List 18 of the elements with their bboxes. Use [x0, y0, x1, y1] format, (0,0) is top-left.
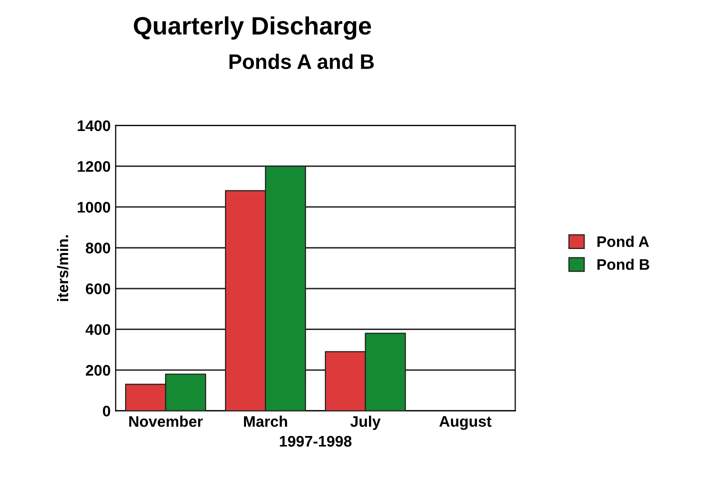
- x-tick-label: July: [350, 416, 381, 430]
- y-tick-label: 200: [86, 364, 110, 376]
- chart-subtitle: Ponds A and B: [230, 54, 374, 70]
- x-tick-label: March: [244, 416, 288, 427]
- legend-label: Pond B: [597, 258, 650, 270]
- y-tick-label: 400: [86, 324, 110, 335]
- chart-title: Quarterly Discharge: [134, 16, 372, 40]
- y-tick-label: 800: [86, 242, 110, 254]
- y-tick-label: 0: [102, 406, 110, 417]
- legend-label: Pond A: [597, 236, 649, 248]
- x-tick-label: August: [439, 416, 492, 430]
- y-tick-label: 1000: [78, 202, 110, 213]
- y-tick-label: 1400: [78, 120, 110, 132]
- y-tick-label: 1200: [78, 161, 110, 172]
- y-axis-title: iters/min.: [57, 235, 68, 302]
- x-axis-title: 1997-1998: [280, 436, 352, 447]
- x-tick-label: November: [129, 416, 203, 427]
- y-tick-label: 600: [86, 283, 110, 294]
